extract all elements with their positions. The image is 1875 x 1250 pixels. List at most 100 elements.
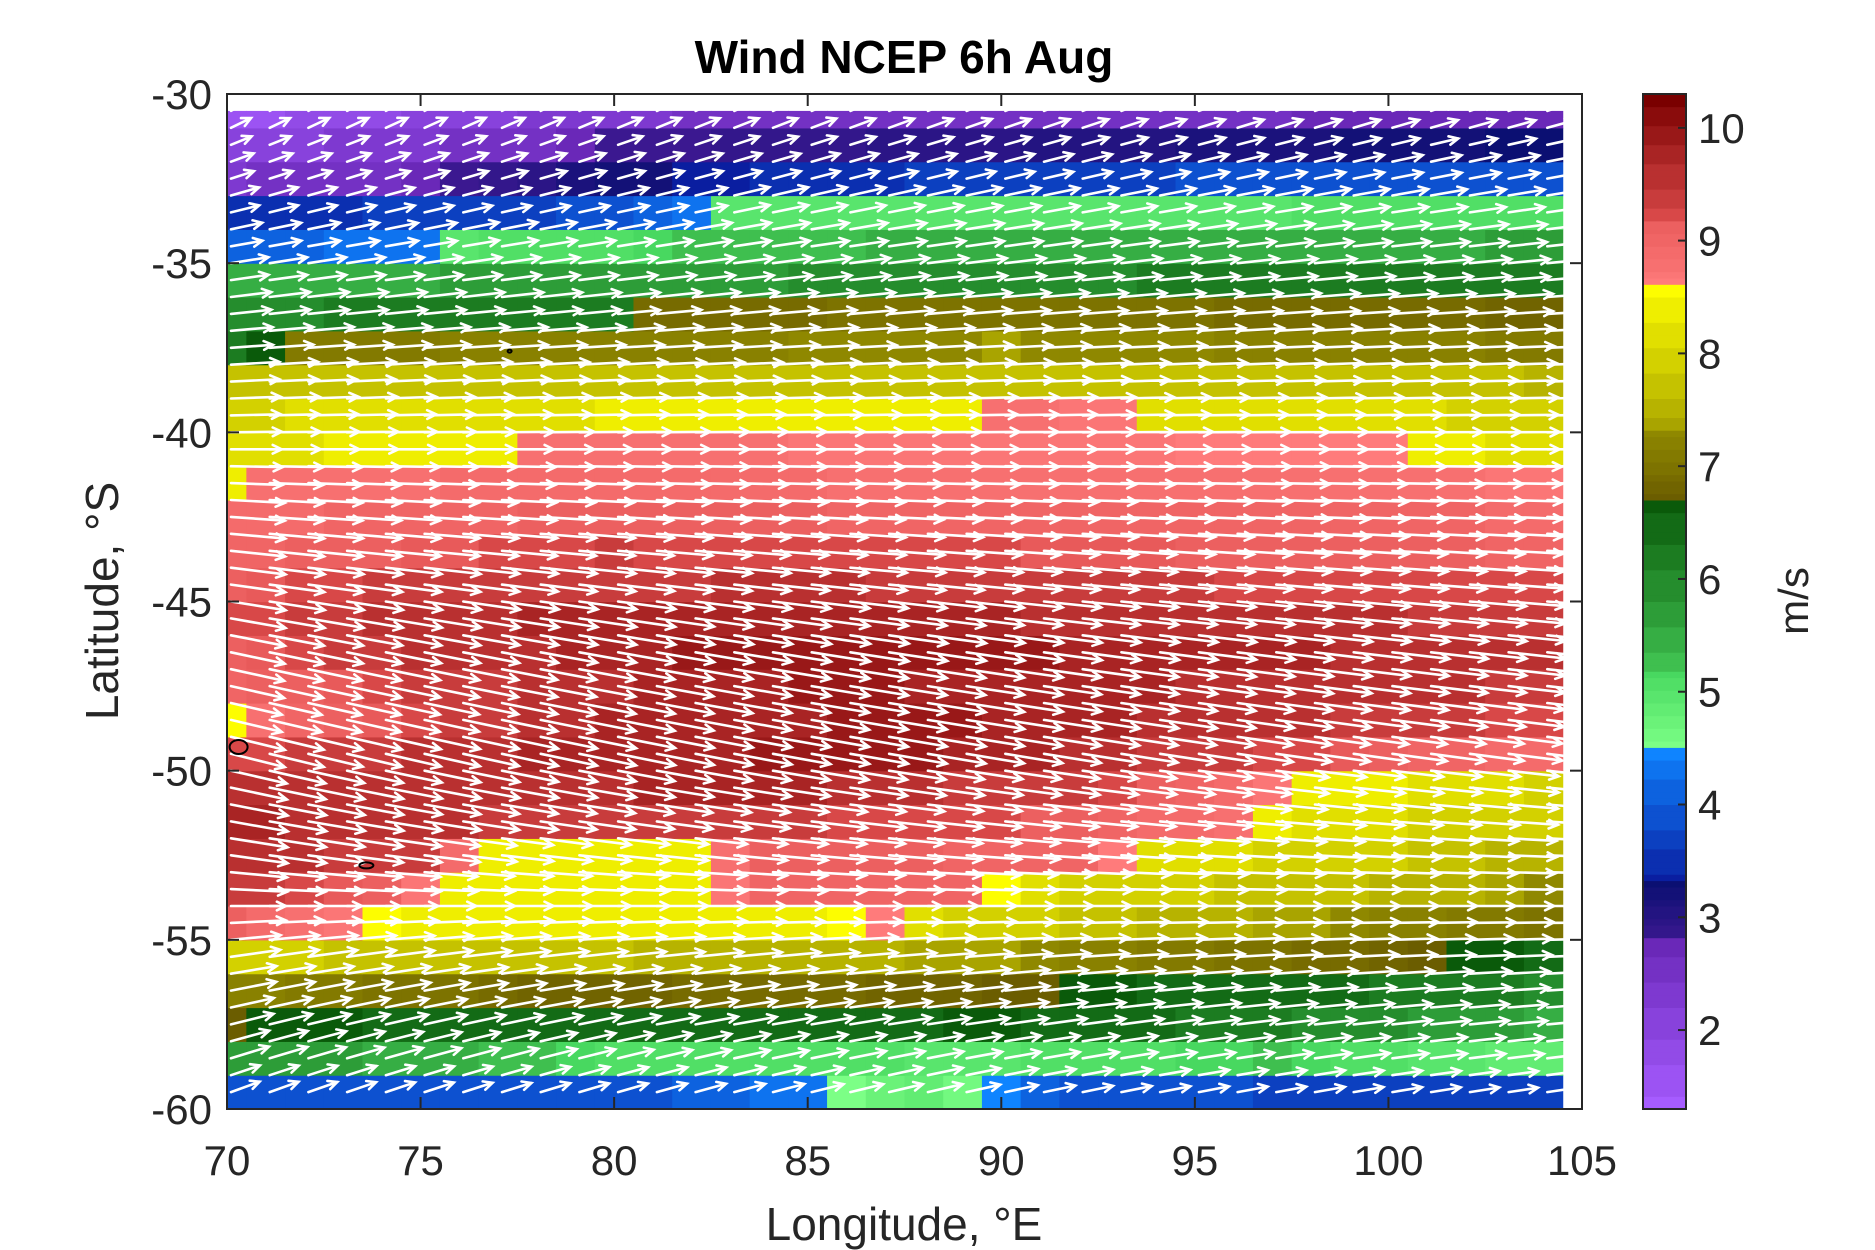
heatmap-cell xyxy=(285,127,325,163)
wind-arrow xyxy=(1004,99,1032,113)
wind-arrow xyxy=(229,617,289,632)
wind-arrow xyxy=(578,651,640,667)
wind-arrow xyxy=(1352,1015,1397,1027)
wind-arrow xyxy=(1120,684,1182,699)
wind-arrow xyxy=(1120,752,1181,767)
wind-arrow xyxy=(655,667,717,684)
wind-arrow xyxy=(1081,168,1116,180)
wind-arrow xyxy=(229,769,290,787)
colorbar-segment xyxy=(1643,652,1686,660)
wind-arrow xyxy=(1004,1014,1052,1026)
wind-arrow xyxy=(887,980,937,992)
wind-arrow xyxy=(345,1079,379,1094)
wind-arrow xyxy=(539,769,600,786)
wind-arrow xyxy=(578,820,639,834)
wind-arrow xyxy=(849,820,909,833)
wind-arrow xyxy=(384,651,445,667)
wind-arrow xyxy=(1313,718,1375,732)
wind-arrow xyxy=(1507,1016,1551,1028)
wind-arrow xyxy=(229,202,263,214)
wind-arrow xyxy=(1275,357,1328,369)
heatmap-cell xyxy=(1214,110,1254,129)
wind-arrow xyxy=(462,837,520,850)
wind-arrow xyxy=(307,837,368,851)
wind-arrow xyxy=(539,979,588,992)
colorbar-tick-label: 3 xyxy=(1698,894,1721,941)
wind-arrow xyxy=(1275,116,1306,130)
wind-arrow xyxy=(771,820,832,833)
wind-arrow xyxy=(1004,253,1049,265)
wind-arrow xyxy=(345,769,406,787)
y-tick-label: -35 xyxy=(151,240,212,287)
wind-arrow xyxy=(229,305,275,317)
wind-arrow xyxy=(810,634,874,649)
wind-arrow xyxy=(1120,357,1173,369)
wind-arrow xyxy=(539,583,600,596)
wind-arrow xyxy=(1507,151,1543,163)
colorbar-segment xyxy=(1643,982,1686,989)
wind-arrow xyxy=(539,116,567,130)
wind-arrow xyxy=(229,803,291,820)
wind-arrow xyxy=(1546,185,1587,197)
wind-arrow xyxy=(616,617,679,632)
wind-arrow xyxy=(500,134,529,147)
wind-arrow xyxy=(500,184,534,197)
wind-arrow xyxy=(1546,684,1607,697)
wind-arrow xyxy=(1546,151,1581,163)
wind-arrow xyxy=(887,1031,928,1043)
wind-arrow xyxy=(655,803,716,817)
colorbar-segment xyxy=(1643,867,1686,875)
wind-arrow xyxy=(733,684,795,700)
colorbar-segment xyxy=(1643,728,1686,736)
wind-arrow xyxy=(810,270,855,283)
wind-arrow xyxy=(1158,981,1207,993)
heatmap-cell xyxy=(749,127,789,163)
wind-arrow xyxy=(926,1064,966,1077)
wind-arrow xyxy=(423,236,460,248)
wind-arrow xyxy=(694,168,726,180)
wind-arrow xyxy=(539,1080,574,1094)
wind-arrow xyxy=(616,287,663,300)
wind-arrow xyxy=(384,617,445,632)
colorbar-segment xyxy=(1643,557,1686,564)
colorbar-segment xyxy=(1643,538,1686,545)
wind-arrow xyxy=(616,884,673,897)
colorbar-segment xyxy=(1643,239,1686,247)
wind-arrow xyxy=(345,820,407,835)
wind-arrow xyxy=(1275,185,1315,197)
wind-arrow xyxy=(965,134,996,147)
wind-arrow xyxy=(1507,169,1543,181)
wind-arrow xyxy=(616,1012,664,1026)
wind-arrow xyxy=(1081,718,1143,733)
heatmap-cell xyxy=(246,161,286,197)
colorbar xyxy=(1643,94,1686,1110)
wind-arrow xyxy=(1042,752,1104,767)
wind-arrow xyxy=(578,915,634,927)
wind-arrow xyxy=(1158,735,1220,750)
wind-arrow xyxy=(462,1029,503,1043)
wind-arrow xyxy=(733,116,762,130)
wind-arrow xyxy=(1236,701,1297,716)
wind-arrow xyxy=(345,478,404,491)
wind-arrow xyxy=(849,651,912,666)
wind-arrow xyxy=(1120,769,1180,783)
heatmap-cell xyxy=(1523,1041,1564,1076)
wind-arrow xyxy=(1042,168,1077,180)
wind-arrow xyxy=(1197,116,1228,130)
wind-arrow xyxy=(1546,999,1589,1011)
wind-arrow xyxy=(926,718,989,734)
wind-arrow xyxy=(965,1081,1004,1094)
wind-arrow xyxy=(1468,151,1504,163)
wind-arrow xyxy=(345,583,406,597)
wind-arrow xyxy=(384,270,427,282)
wind-arrow xyxy=(1197,769,1256,783)
wind-arrow xyxy=(1158,965,1207,977)
colorbar-segment xyxy=(1643,747,1686,755)
colorbar-segment xyxy=(1643,779,1686,786)
wind-arrow xyxy=(307,769,368,787)
wind-arrow xyxy=(1197,868,1252,880)
wind-arrow xyxy=(539,995,586,1009)
wind-arrow xyxy=(229,701,285,719)
wind-arrow xyxy=(1391,237,1434,249)
colorbar-segment xyxy=(1643,474,1686,482)
